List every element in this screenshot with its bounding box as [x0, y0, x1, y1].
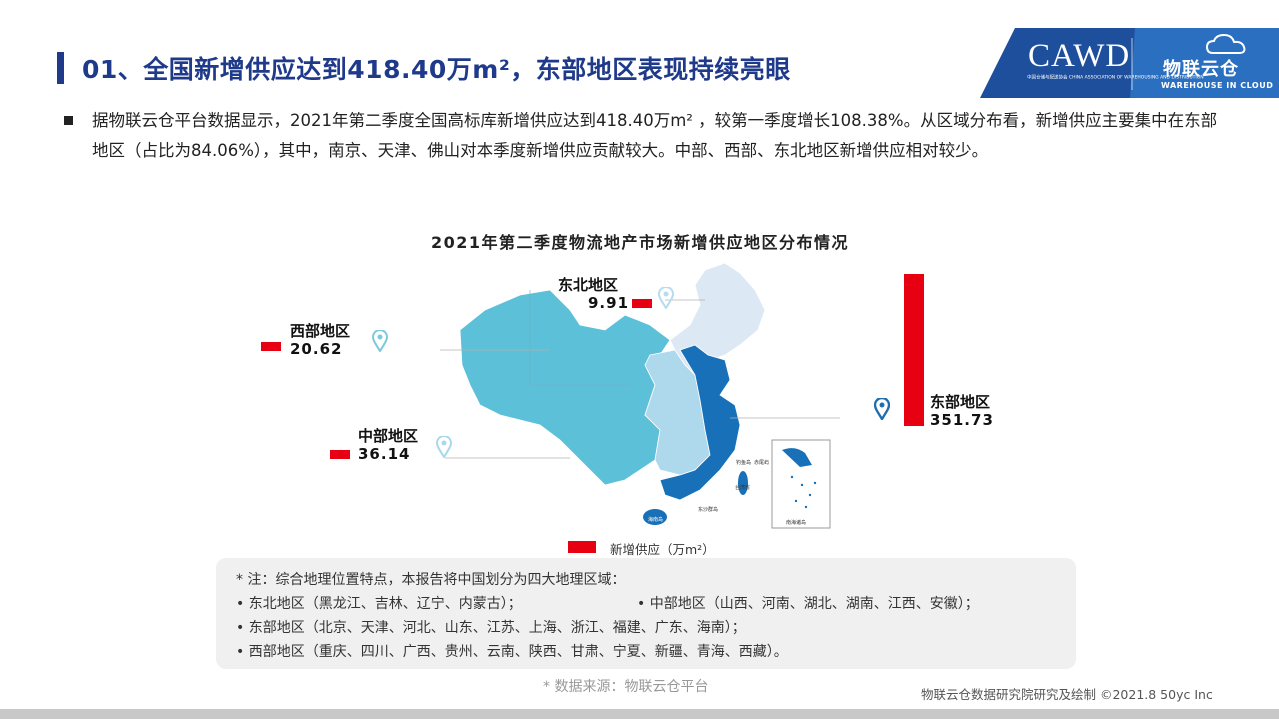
note-heading: * 注：综合地理位置特点，本报告将中国划分为四大地理区域： — [236, 572, 626, 588]
cawd-logo-subtitle: 中国仓储与配送协会 CHINA ASSOCIATION OF WAREHOUSI… — [1027, 74, 1204, 81]
legend-swatch — [568, 541, 596, 553]
map-label-diaoyu: 钓鱼岛 — [736, 460, 752, 466]
paragraph-bullet — [64, 116, 73, 125]
data-source: * 数据来源：物联云仓平台 — [543, 679, 709, 695]
page-title: 01、全国新增供应达到418.40万m²，东部地区表现持续亮眼 — [82, 55, 791, 84]
wuliancloud-logo-en: WAREHOUSE IN CLOUD — [1161, 81, 1274, 90]
map-south-sea-inset — [771, 439, 831, 529]
map-region-west — [459, 289, 671, 486]
category-label-central: 中部地区 — [358, 427, 419, 445]
pin-central-icon — [436, 436, 452, 458]
note-central: • 中部地区（山西、河南、湖北、湖南、江西、安徽）； — [637, 596, 979, 612]
value-label-east: 351.73 — [930, 411, 994, 429]
note-west: • 西部地区（重庆、四川、广西、贵州、云南、陕西、甘肃、宁夏、新疆、青海、西藏）… — [236, 644, 788, 660]
logo-banner — [980, 28, 1279, 98]
note-northeast: • 东北地区（黑龙江、吉林、辽宁、内蒙古）； — [236, 596, 522, 612]
pin-northeast-icon — [658, 287, 674, 309]
bar-west — [261, 342, 281, 351]
map-label-chiwei: 赤尾屿 — [754, 460, 770, 466]
map-region-east — [659, 344, 741, 501]
pin-west-icon — [372, 330, 388, 352]
intro-paragraph: 据物联云仓平台数据显示，2021年第二季度全国高标库新增供应达到418.40万m… — [92, 111, 1218, 160]
bar-east — [904, 274, 924, 426]
category-label-northeast: 东北地区 — [558, 276, 619, 294]
note-box — [216, 558, 1076, 669]
category-label-east: 东部地区 — [930, 393, 991, 411]
bar-central — [330, 450, 350, 459]
wuliancloud-logo: 物联云仓 — [1163, 59, 1239, 80]
note-east: • 东部地区（北京、天津、河北、山东、江苏、上海、浙江、福建、广东、海南）； — [236, 620, 746, 636]
cloud-icon — [1205, 33, 1246, 54]
cawd-logo: CAWD — [1028, 38, 1131, 74]
map-label-south-sea: 南海诸岛 — [786, 520, 807, 526]
value-label-central: 36.14 — [358, 445, 411, 463]
value-label-west: 20.62 — [290, 340, 343, 358]
footer-credit: 物联云仓数据研究院研究及绘制 ©2021.8 50yc Inc — [921, 687, 1213, 702]
legend-label: 新增供应（万m²） — [610, 542, 715, 557]
map-label-hainan: 海南岛 — [648, 517, 664, 523]
china-map — [440, 262, 840, 529]
map-label-dongsha: 东沙群岛 — [698, 507, 719, 513]
category-label-west: 西部地区 — [290, 322, 351, 340]
map-label-taiwan: 台湾省 — [735, 485, 751, 491]
title-accent-bar — [57, 52, 64, 84]
bottom-strip — [0, 709, 1279, 719]
value-label-northeast: 9.91 — [588, 294, 630, 312]
bar-northeast — [632, 299, 652, 308]
pin-east-icon — [874, 398, 890, 420]
chart-title: 2021年第二季度物流地产市场新增供应地区分布情况 — [430, 233, 850, 252]
map-hainan — [643, 509, 667, 525]
map-taiwan — [738, 471, 748, 495]
